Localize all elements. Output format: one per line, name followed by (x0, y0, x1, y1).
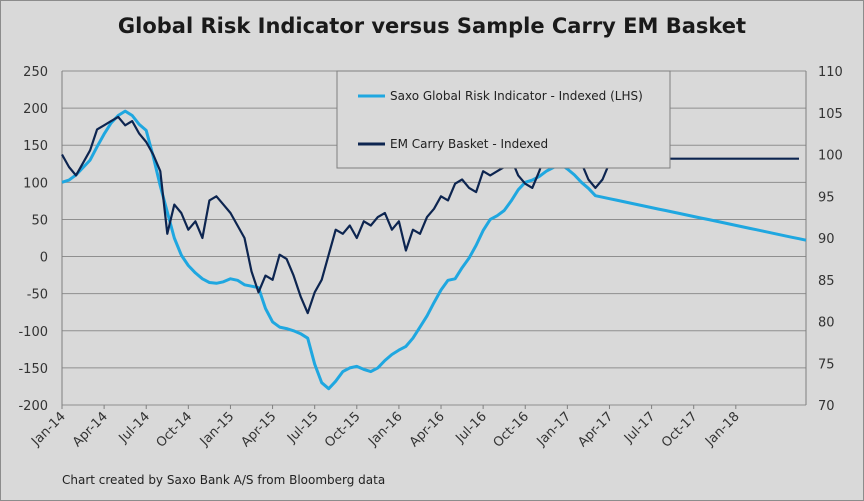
right-axis: 110 105 100 95 90 85 80 75 70 (805, 65, 843, 414)
left-tick-label: 200 (23, 102, 48, 117)
right-tick-label: 105 (818, 107, 843, 122)
right-tick-label: 80 (818, 316, 835, 331)
x-tick-label: Apr-14 (70, 409, 111, 450)
right-tick-label: 95 (818, 190, 835, 205)
x-tick-label: Oct-15 (322, 409, 364, 451)
left-tick-label: -50 (27, 288, 48, 303)
x-tick-label: Apr-17 (575, 409, 616, 450)
legend-label: Saxo Global Risk Indicator - Indexed (LH… (390, 89, 643, 103)
x-tick-label: Oct-16 (491, 409, 533, 451)
left-tick-label: 250 (23, 65, 48, 80)
x-tick-label: Jan-18 (702, 409, 743, 450)
legend: Saxo Global Risk Indicator - Indexed (LH… (336, 70, 671, 169)
left-tick-label: 150 (23, 139, 48, 154)
x-tick-label: Jul-16 (453, 409, 490, 446)
legend-label: EM Carry Basket - Indexed (390, 137, 548, 151)
left-tick-label: -200 (18, 399, 48, 414)
x-tick-label: Jan-16 (365, 409, 406, 450)
left-axis: 250 200 150 100 50 0 -50 -100 -150 -200 (18, 65, 63, 414)
x-tick-label: Jul-17 (621, 409, 658, 446)
right-tick-label: 75 (818, 357, 835, 372)
x-tick-label: Jul-15 (284, 409, 321, 446)
right-tick-label: 85 (818, 274, 835, 289)
left-tick-label: -150 (18, 362, 48, 377)
legend-box (336, 70, 671, 169)
footnote: Chart created by Saxo Bank A/S from Bloo… (62, 473, 386, 487)
left-tick-label: 50 (31, 213, 48, 228)
x-tick-label: Oct-14 (154, 409, 196, 451)
right-tick-label: 90 (818, 232, 835, 247)
left-tick-label: 100 (23, 176, 48, 191)
x-tick-label: Apr-16 (407, 409, 448, 450)
x-tick-label: Oct-17 (659, 409, 701, 451)
series-line-em-carry (61, 115, 799, 315)
x-tick-label: Jul-14 (116, 409, 153, 446)
series-line-risk-indicator (61, 109, 807, 391)
x-tick-label: Jan-14 (28, 409, 69, 450)
left-tick-label: -100 (18, 325, 48, 340)
right-tick-label: 110 (818, 65, 843, 80)
x-tick-label: Jan-15 (197, 409, 238, 450)
x-axis: Jan-14 Apr-14 Jul-14 Oct-14 Jan-15 Apr-15 Jul-… (28, 405, 743, 451)
chart-title: Global Risk Indicator versus Sample Carr… (117, 14, 747, 38)
x-tick-label: Jan-17 (534, 409, 575, 450)
right-tick-label: 70 (818, 399, 835, 414)
right-tick-label: 100 (818, 149, 843, 164)
left-tick-label: 0 (40, 251, 48, 266)
series-lines (61, 109, 807, 391)
x-tick-label: Apr-15 (238, 409, 279, 450)
